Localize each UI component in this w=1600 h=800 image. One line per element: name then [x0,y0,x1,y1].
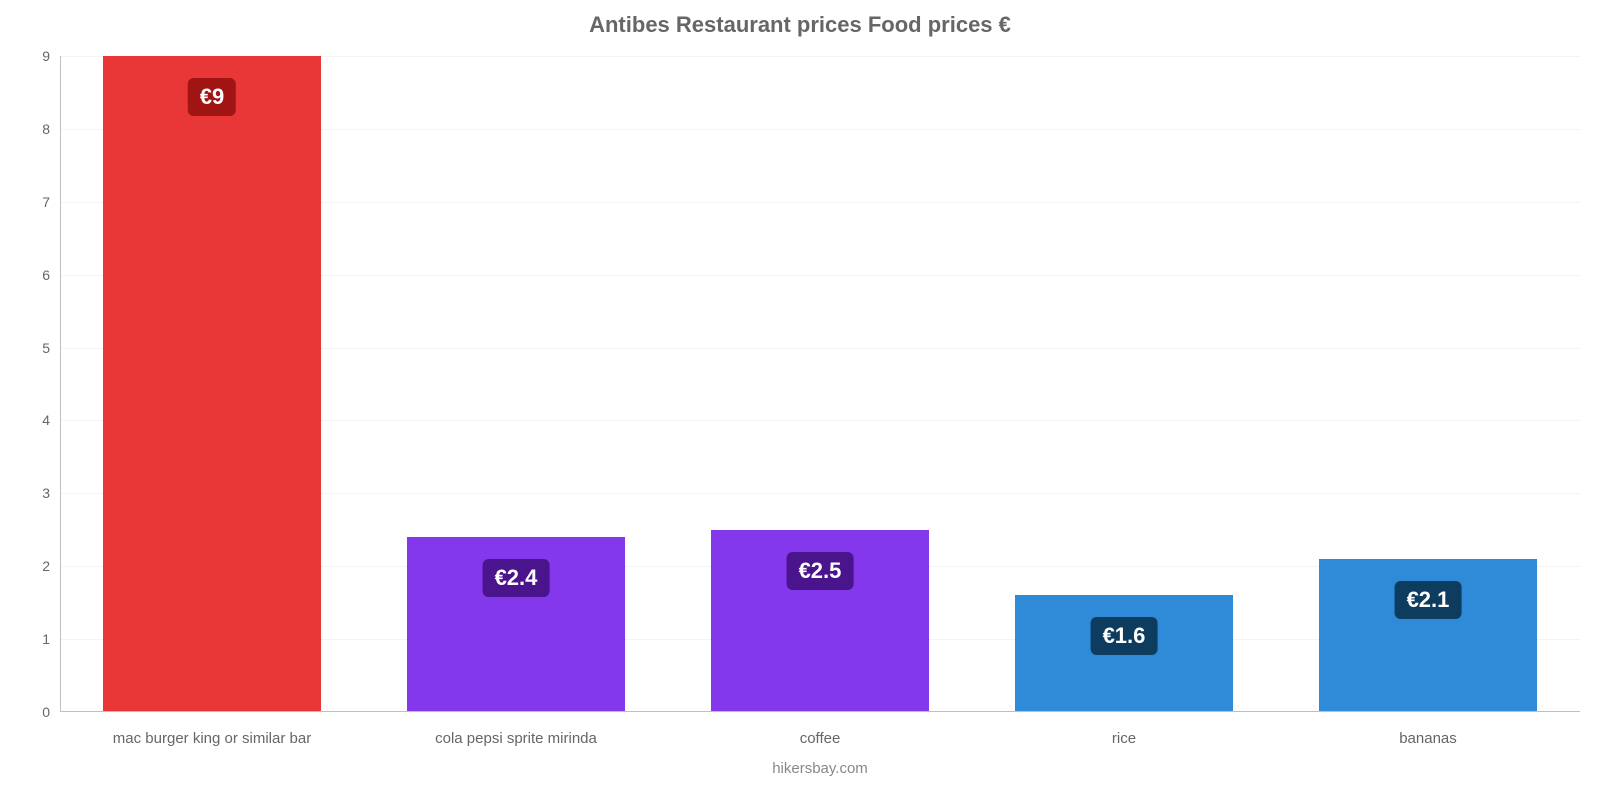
y-tick-label: 9 [42,48,60,64]
bar-value-label: €1.6 [1091,617,1158,655]
y-tick-label: 5 [42,340,60,356]
chart-container: Antibes Restaurant prices Food prices € … [0,0,1600,800]
bar: €2.4 [407,537,626,712]
y-tick-label: 8 [42,121,60,137]
chart-title: Antibes Restaurant prices Food prices € [0,0,1600,38]
y-axis-line [60,56,61,712]
x-tick-label: coffee [800,730,841,747]
bar-value-label: €9 [188,78,236,116]
y-tick-label: 1 [42,631,60,647]
bar: €2.5 [711,530,930,712]
x-axis-line [60,711,1580,712]
bar-value-label: €2.1 [1395,581,1462,619]
y-tick-label: 3 [42,485,60,501]
x-tick-label: rice [1112,730,1136,747]
bar-value-label: €2.5 [787,552,854,590]
y-tick-label: 7 [42,194,60,210]
x-tick-label: bananas [1399,730,1457,747]
y-tick-label: 0 [42,704,60,720]
y-tick-label: 4 [42,412,60,428]
bar: €1.6 [1015,595,1234,712]
y-tick-label: 2 [42,558,60,574]
y-tick-label: 6 [42,267,60,283]
x-tick-label: mac burger king or similar bar [113,730,311,747]
bar: €9 [103,56,322,712]
chart-caption: hikersbay.com [60,760,1580,777]
x-tick-label: cola pepsi sprite mirinda [435,730,597,747]
bar-value-label: €2.4 [483,559,550,597]
plot-area: 0123456789 €9€2.4€2.5€1.6€2.1 mac burger… [60,56,1580,712]
bar: €2.1 [1319,559,1538,712]
